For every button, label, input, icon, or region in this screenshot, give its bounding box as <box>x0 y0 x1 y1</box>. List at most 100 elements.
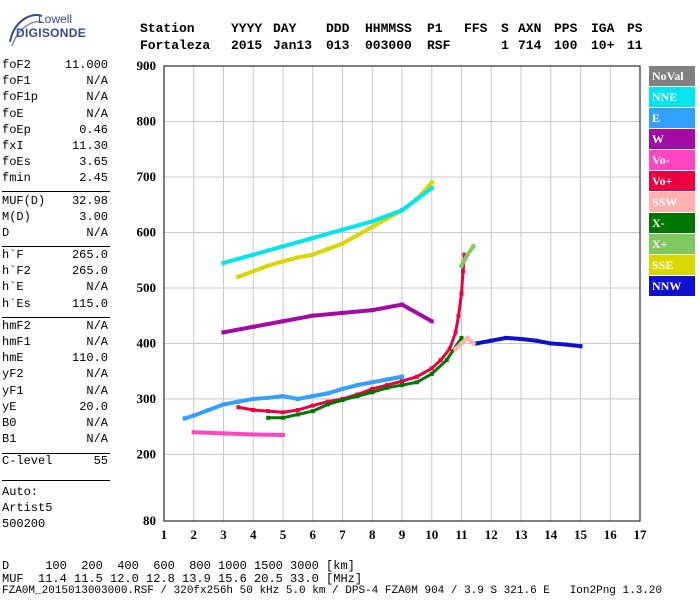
data-point <box>456 313 461 318</box>
hdr-label: PPS <box>554 21 578 36</box>
series-trace-vo- <box>191 430 286 438</box>
data-point <box>444 358 449 363</box>
param-row: yF2 N/A <box>2 367 108 382</box>
hdr-iga: 10+ <box>591 38 615 53</box>
data-point <box>370 386 375 391</box>
param-row: yE 20.0 <box>2 399 108 414</box>
data-point <box>295 255 300 260</box>
param-row: foF2 11.000 <box>2 58 108 72</box>
param-divider <box>2 317 110 318</box>
series-trace-ssw <box>452 335 477 352</box>
data-point <box>236 405 241 410</box>
data-point <box>370 224 375 229</box>
data-point <box>400 379 404 384</box>
data-point <box>438 358 443 363</box>
data-point <box>429 366 434 371</box>
param-row: M(D) 3.00 <box>2 209 108 224</box>
data-point <box>474 341 479 346</box>
data-point <box>459 263 464 268</box>
data-point <box>221 431 226 436</box>
data-point <box>471 341 476 346</box>
y-tick-label: 200 <box>137 446 157 461</box>
data-point <box>325 402 330 407</box>
data-point <box>447 346 452 351</box>
data-point <box>400 383 404 388</box>
param-row: foEp 0.46 <box>2 122 108 137</box>
data-point <box>400 208 404 213</box>
data-point <box>400 302 404 307</box>
legend-e: E <box>649 108 695 128</box>
param-row: foEs 3.65 <box>2 155 108 170</box>
data-point <box>578 344 583 349</box>
data-point <box>548 341 553 346</box>
data-point <box>325 247 330 252</box>
x-tick-label: 17 <box>634 527 648 542</box>
data-point <box>429 371 434 376</box>
x-tick-label: 7 <box>339 527 346 542</box>
data-point <box>251 432 256 437</box>
y-tick-label: 900 <box>137 58 157 73</box>
param-row: hmE 110.0 <box>2 351 108 366</box>
param-row: foE N/A <box>2 106 108 121</box>
data-point <box>251 252 256 257</box>
x-tick-label: 16 <box>604 527 618 542</box>
auto-version: 500200 <box>2 517 46 531</box>
legend-vo-plus: Vo+ <box>649 171 695 191</box>
param-divider <box>2 453 110 454</box>
data-point <box>310 403 315 408</box>
data-point <box>370 380 375 385</box>
x-tick-label: 14 <box>544 527 558 542</box>
auto-label: Auto: <box>2 485 39 499</box>
hdr-p1: RSF <box>427 38 451 53</box>
data-point <box>251 269 256 274</box>
y-tick-label: 500 <box>137 280 157 295</box>
data-point <box>414 374 419 379</box>
data-point <box>295 396 300 401</box>
legend-x-minus: X- <box>649 213 695 233</box>
data-point <box>489 338 494 343</box>
hdr-label: P1 <box>427 21 443 36</box>
hdr-label: IGA <box>591 21 615 36</box>
hdr-ps: 11 <box>627 38 643 53</box>
hdr-label: DAY <box>273 21 297 36</box>
series-trace-sse <box>235 179 435 280</box>
series-trace-nne <box>221 185 435 266</box>
data-point <box>251 396 256 401</box>
data-point <box>340 310 345 315</box>
x-tick-label: 6 <box>310 527 317 542</box>
footer-muf-line: MUF 11.4 11.5 12.0 12.8 13.9 15.6 20.5 3… <box>2 572 363 586</box>
param-row: fmin 2.45 <box>2 171 108 186</box>
data-point <box>429 180 434 185</box>
param-row: B1 N/A <box>2 432 108 447</box>
x-tick-label: 12 <box>485 527 498 542</box>
legend-nne: NNE <box>649 87 695 107</box>
digisonde-logo: Lowell DIGISONDE <box>4 6 86 50</box>
data-point <box>191 413 196 418</box>
header-values: Fortaleza 2015 Jan13 013 003000 RSF 1 71… <box>140 38 643 218</box>
data-point <box>465 335 470 340</box>
data-point <box>355 394 360 399</box>
data-point <box>414 197 419 202</box>
param-row: h`Es 115.0 <box>2 296 108 311</box>
data-point <box>266 415 271 420</box>
data-point <box>310 409 315 414</box>
auto-artist: Artist5 <box>2 501 53 515</box>
data-point <box>340 241 345 246</box>
data-point <box>236 399 241 404</box>
x-tick-label: 4 <box>250 527 257 542</box>
data-point <box>355 233 360 238</box>
legend-noval: NoVal <box>649 66 695 86</box>
data-point <box>471 244 476 249</box>
data-point <box>310 252 315 257</box>
data-point <box>453 330 458 335</box>
footer-distance-line: D 100 200 400 600 800 1000 1500 3000 [km… <box>2 559 355 573</box>
logo-brand: Lowell <box>38 12 73 26</box>
data-point <box>182 416 187 421</box>
y-tick-label: 300 <box>137 391 157 406</box>
hdr-label: AXN <box>518 21 542 36</box>
data-point <box>266 263 271 268</box>
data-point <box>563 342 568 347</box>
data-point <box>519 337 523 341</box>
legend-w: W <box>649 129 695 149</box>
data-point <box>460 269 465 274</box>
